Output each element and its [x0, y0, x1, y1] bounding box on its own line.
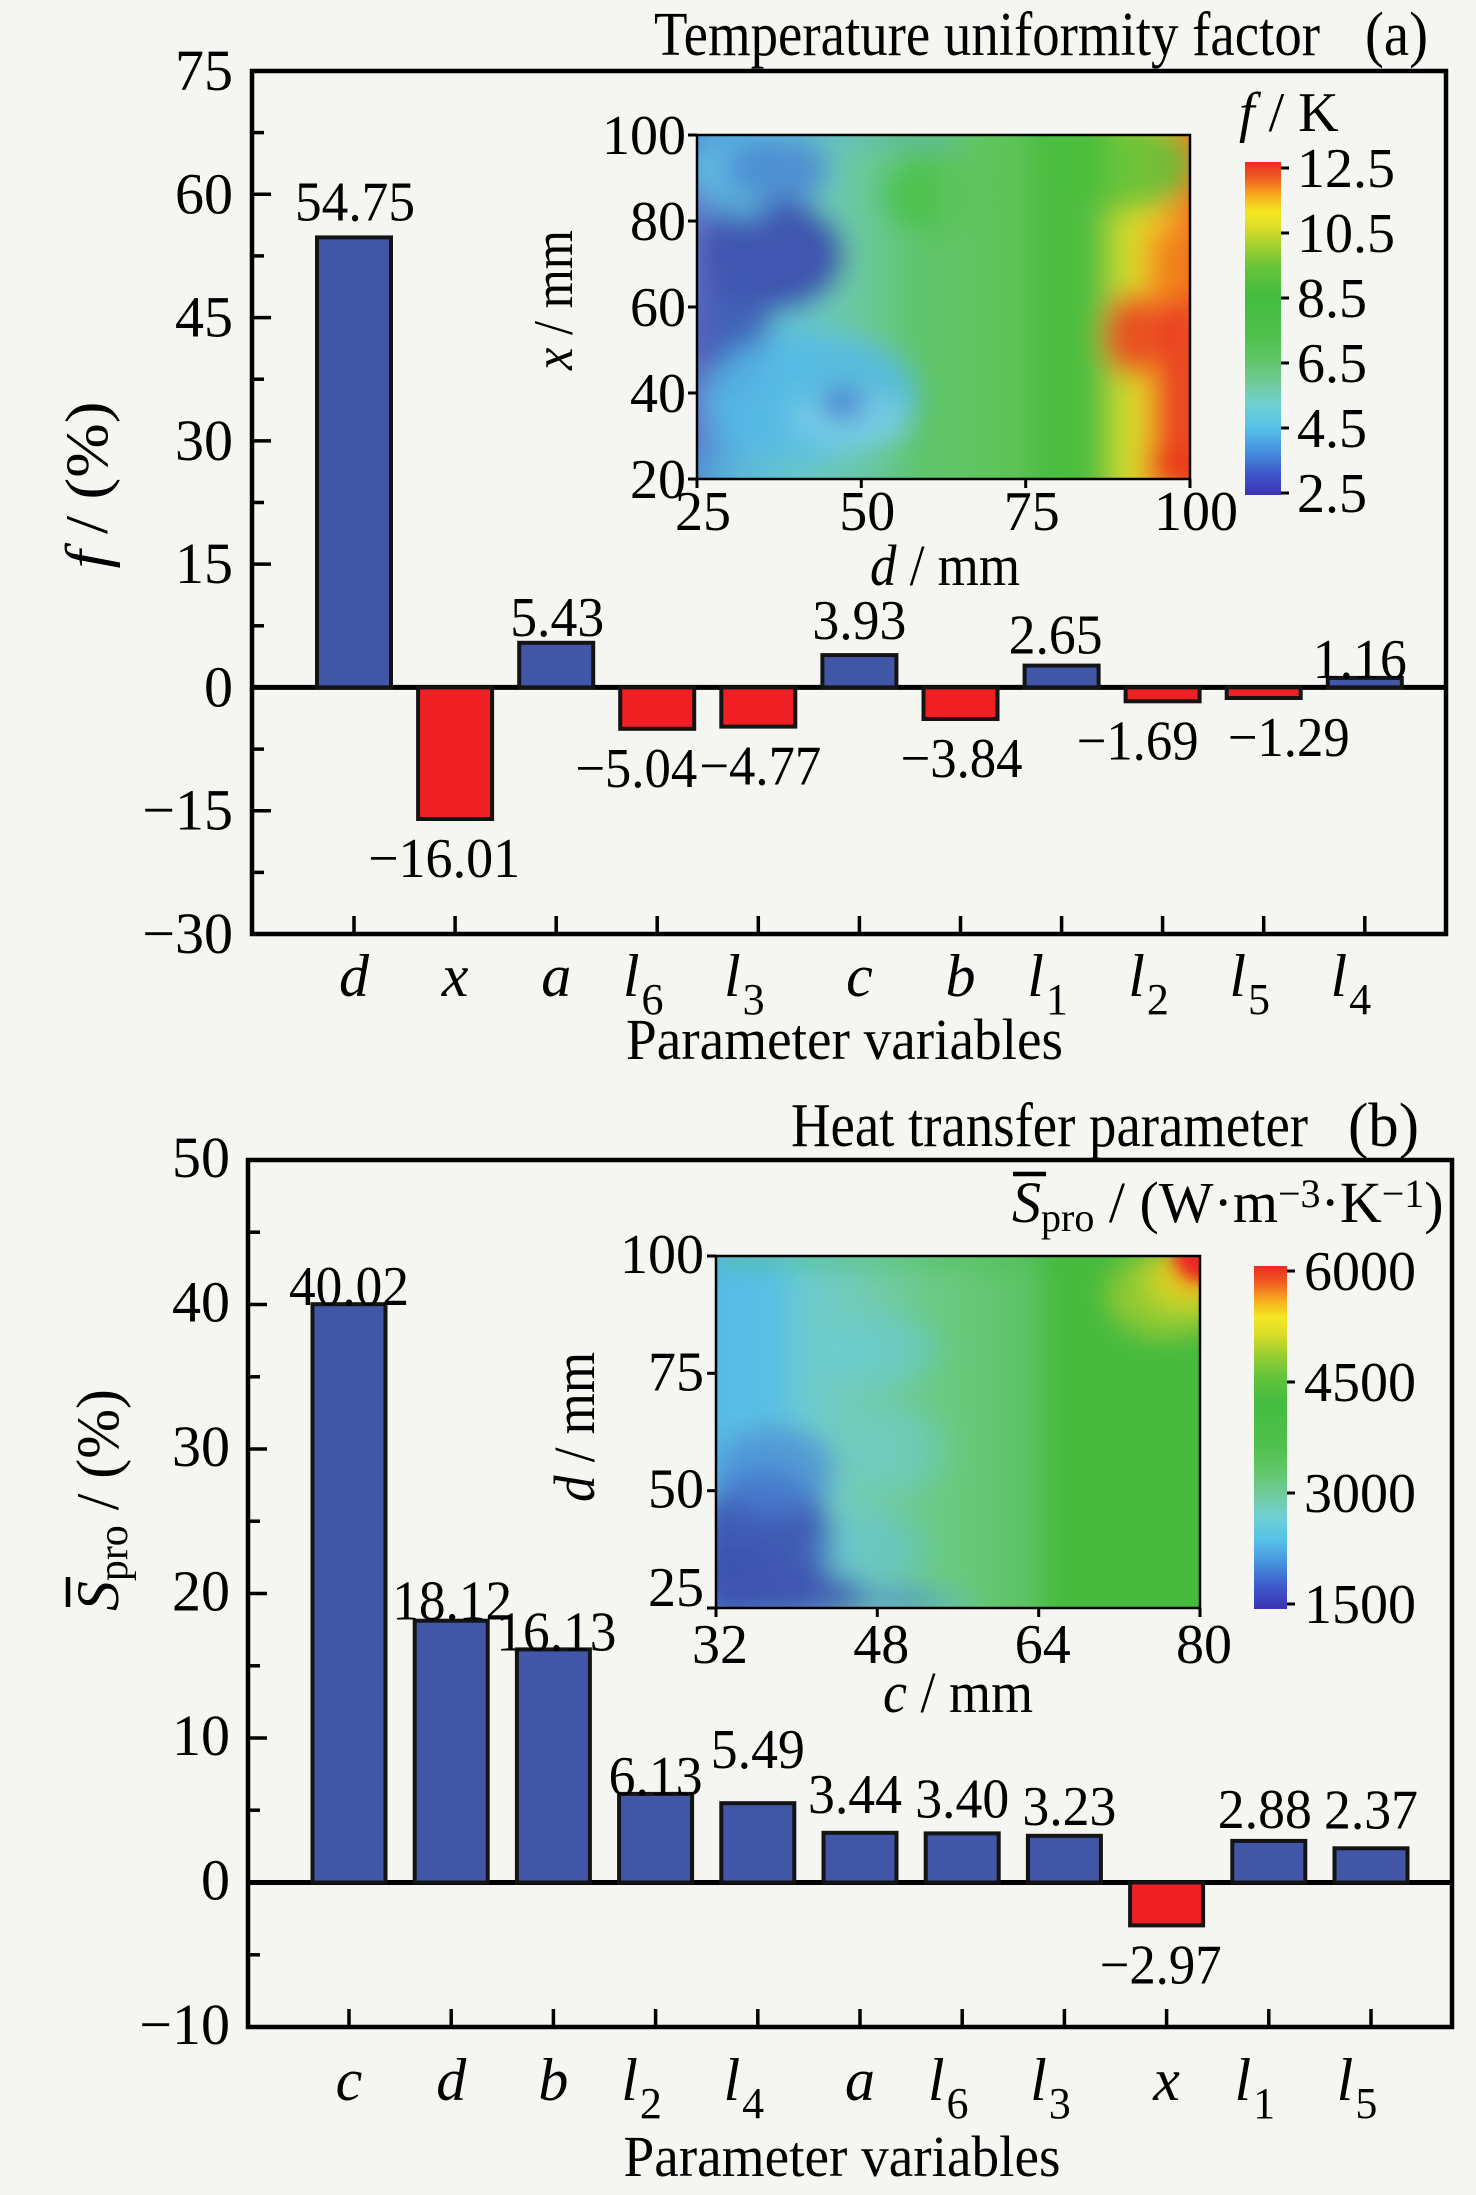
svg-text:−1.29: −1.29 — [1228, 707, 1350, 769]
svg-text:50: 50 — [172, 1125, 230, 1190]
svg-text:5.49: 5.49 — [711, 1719, 805, 1781]
svg-text:−16.01: −16.01 — [368, 828, 520, 890]
svg-text:2.37: 2.37 — [1324, 1779, 1418, 1841]
svg-text:30: 30 — [175, 408, 233, 473]
svg-text:8.5: 8.5 — [1297, 268, 1367, 330]
svg-text:x / mm: x / mm — [523, 230, 585, 371]
svg-text:b: b — [946, 943, 976, 1009]
svg-text:c: c — [846, 943, 873, 1009]
svg-text:0: 0 — [201, 1848, 230, 1913]
svg-text:Temperature uniformity factor: Temperature uniformity factor — [654, 1, 1320, 69]
svg-text:6.13: 6.13 — [609, 1746, 703, 1808]
svg-text:32: 32 — [692, 1614, 748, 1676]
svg-text:3.93: 3.93 — [812, 590, 906, 652]
svg-text:64: 64 — [1015, 1614, 1071, 1676]
svg-text:60: 60 — [630, 277, 686, 339]
svg-text:−2.97: −2.97 — [1100, 1934, 1222, 1996]
svg-text:15: 15 — [175, 531, 233, 596]
svg-text:50: 50 — [839, 481, 895, 543]
svg-text:4500: 4500 — [1304, 1352, 1416, 1414]
svg-text:48: 48 — [853, 1614, 909, 1676]
svg-text:20: 20 — [172, 1559, 230, 1624]
svg-text:Spro / (W·m−3·K−1): Spro / (W·m−3·K−1) — [1012, 1170, 1444, 1240]
svg-text:100: 100 — [1154, 481, 1238, 543]
svg-text:40: 40 — [630, 363, 686, 425]
svg-text:d / mm: d / mm — [870, 533, 1020, 598]
svg-text:f / K: f / K — [1239, 82, 1339, 144]
svg-text:−15: −15 — [142, 778, 233, 843]
svg-text:54.75: 54.75 — [295, 171, 415, 233]
svg-text:25: 25 — [648, 1557, 704, 1619]
svg-text:10: 10 — [172, 1703, 230, 1768]
svg-text:x: x — [1152, 2047, 1180, 2113]
svg-text:100: 100 — [620, 1224, 704, 1286]
svg-text:c / mm: c / mm — [883, 1660, 1033, 1725]
svg-text:60: 60 — [175, 161, 233, 226]
svg-text:1.16: 1.16 — [1313, 629, 1407, 691]
svg-text:25: 25 — [675, 481, 731, 543]
svg-text:x: x — [441, 943, 469, 1009]
svg-text:−4.77: −4.77 — [699, 736, 821, 798]
svg-text:2.5: 2.5 — [1297, 463, 1367, 525]
svg-text:80: 80 — [1176, 1614, 1232, 1676]
svg-text:0: 0 — [204, 654, 233, 719]
svg-text:30: 30 — [172, 1414, 230, 1479]
svg-text:−1.69: −1.69 — [1077, 710, 1199, 772]
svg-text:−3.84: −3.84 — [901, 728, 1023, 790]
svg-text:75: 75 — [648, 1341, 704, 1403]
svg-text:c: c — [336, 2047, 363, 2113]
svg-text:5.43: 5.43 — [510, 587, 604, 649]
svg-text:16.13: 16.13 — [496, 1601, 616, 1663]
svg-text:80: 80 — [630, 191, 686, 253]
svg-text:45: 45 — [175, 285, 233, 350]
svg-text:18.12: 18.12 — [392, 1571, 512, 1633]
svg-text:2.65: 2.65 — [1009, 605, 1103, 667]
svg-text:(a): (a) — [1365, 1, 1428, 69]
svg-text:40: 40 — [172, 1270, 230, 1335]
svg-text:75: 75 — [175, 38, 233, 103]
svg-text:50: 50 — [648, 1459, 704, 1521]
svg-text:3000: 3000 — [1304, 1463, 1416, 1525]
svg-text:Parameter variables: Parameter variables — [626, 1007, 1063, 1072]
svg-text:100: 100 — [602, 105, 686, 167]
svg-text:6.5: 6.5 — [1297, 333, 1367, 395]
svg-text:(b): (b) — [1348, 1092, 1419, 1160]
svg-text:3.44: 3.44 — [808, 1764, 902, 1826]
svg-text:Parameter variables: Parameter variables — [624, 2124, 1061, 2189]
svg-text:1500: 1500 — [1304, 1574, 1416, 1636]
svg-text:40.02: 40.02 — [289, 1256, 409, 1318]
svg-text:−30: −30 — [142, 901, 233, 966]
svg-text:4.5: 4.5 — [1297, 398, 1367, 460]
svg-text:6000: 6000 — [1304, 1241, 1416, 1303]
svg-text:20: 20 — [630, 449, 686, 511]
svg-text:3.23: 3.23 — [1022, 1776, 1116, 1838]
svg-text:d / mm: d / mm — [542, 1352, 607, 1502]
svg-text:10.5: 10.5 — [1297, 203, 1395, 265]
svg-text:b: b — [538, 2047, 568, 2113]
svg-text:2.88: 2.88 — [1218, 1779, 1312, 1841]
svg-text:d: d — [339, 943, 370, 1009]
svg-text:d: d — [436, 2047, 467, 2113]
svg-text:a: a — [845, 2047, 875, 2113]
svg-text:−10: −10 — [139, 1992, 230, 2057]
svg-text:a: a — [541, 943, 571, 1009]
svg-text:−5.04: −5.04 — [575, 738, 697, 800]
svg-text:75: 75 — [1004, 481, 1060, 543]
svg-text:12.5: 12.5 — [1297, 138, 1395, 200]
svg-text:3.40: 3.40 — [915, 1768, 1009, 1830]
svg-text:Heat transfer parameter: Heat transfer parameter — [791, 1092, 1308, 1160]
svg-text:f / (%): f / (%) — [54, 402, 120, 569]
